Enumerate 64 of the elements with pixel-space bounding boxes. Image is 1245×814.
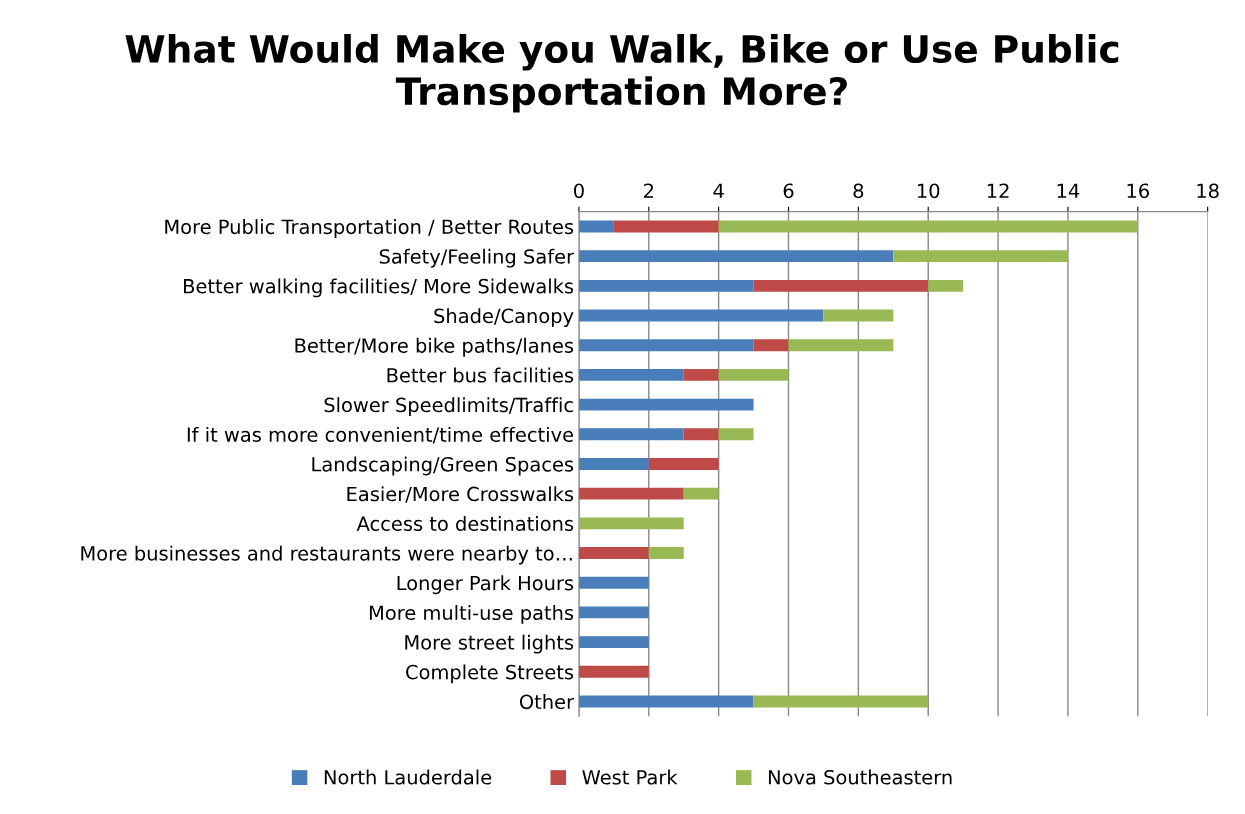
- legend-label: Nova Southeastern: [768, 769, 952, 785]
- bar: [578, 309, 824, 322]
- bar: [753, 339, 789, 352]
- bar: [578, 250, 894, 263]
- y-tick-label: Access to destinations: [356, 515, 574, 532]
- bar: [578, 220, 614, 233]
- y-tick-label: Shade/Canopy: [434, 308, 574, 327]
- y-tick-label: Longer Park Hours: [397, 575, 574, 595]
- x-tick-label: 12: [987, 183, 1009, 198]
- y-tick-label: Complete Streets: [406, 664, 574, 684]
- y-tick-label: Better walking facilities/ More Sidewalks: [184, 278, 574, 298]
- bar: [578, 487, 684, 500]
- bar: [578, 458, 649, 470]
- y-tick-label: If it was more convenient/time effective: [187, 426, 574, 444]
- bar: [718, 220, 1138, 233]
- chart-title: What Would Make you Walk, Bike or Use Public Transportation More?: [125, 33, 1119, 113]
- bar: [578, 339, 754, 352]
- x-tick-label: 6: [783, 183, 794, 199]
- bar: [718, 368, 789, 381]
- x-tick-label: 10: [917, 183, 940, 199]
- bar: [578, 398, 754, 411]
- y-tick-label: More businesses and restaurants were nearby to…: [81, 545, 572, 565]
- bar: [578, 665, 649, 678]
- bar: [753, 695, 929, 708]
- y-tick-label: Better/More bike paths/lanes: [295, 337, 574, 357]
- y-tick-label: Easier/More Crosswalks: [347, 486, 574, 503]
- bar: [578, 428, 684, 441]
- legend-label: West Park: [582, 769, 678, 785]
- x-tick-label: 8: [853, 183, 864, 199]
- y-tick-label: Better bus facilities: [387, 367, 574, 383]
- bar: [578, 517, 684, 530]
- bar: [718, 428, 754, 441]
- x-tick-label: 4: [713, 183, 724, 198]
- legend-label: North Lauderdale: [324, 769, 492, 785]
- bar: [578, 576, 649, 589]
- bar: [788, 339, 894, 352]
- bar: [613, 220, 719, 233]
- y-tick-label: More Public Transportation / Better Routes: [165, 219, 574, 238]
- y-tick-label: Other: [519, 694, 575, 710]
- bar: [578, 636, 649, 649]
- y-tick-label: More multi-use paths: [369, 605, 574, 624]
- x-tick-label: 18: [1197, 183, 1219, 199]
- x-tick-label: 16: [1127, 183, 1149, 199]
- bar: [648, 458, 719, 470]
- bar: [648, 547, 684, 559]
- bar: [753, 279, 929, 292]
- bar: [683, 487, 719, 500]
- y-tick-label: Safety/Feeling Safer: [379, 248, 575, 268]
- bar: [683, 428, 719, 441]
- x-tick-label: 2: [644, 183, 654, 198]
- bar: [893, 250, 1068, 263]
- bar: [578, 368, 684, 381]
- y-tick-label: More street lights: [405, 634, 574, 654]
- bar: [578, 606, 649, 619]
- x-tick-label: 14: [1057, 183, 1080, 198]
- y-tick-label: Slower Speedlimits/Traffic: [324, 397, 573, 417]
- bar: [823, 309, 894, 322]
- bar: [928, 279, 964, 292]
- bar: [578, 279, 754, 292]
- bar: [578, 547, 649, 559]
- bar: [683, 368, 719, 381]
- y-tick-label: Landscaping/Green Spaces: [312, 456, 574, 476]
- x-tick-label: 0: [574, 183, 584, 199]
- bar: [578, 695, 754, 708]
